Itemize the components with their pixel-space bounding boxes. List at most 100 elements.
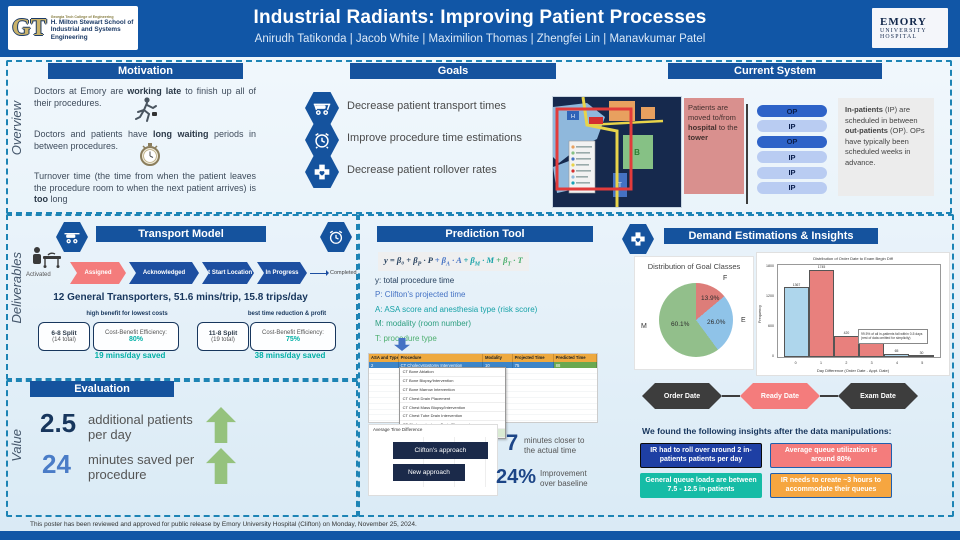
pie-slice-percentage: 26.0% (707, 319, 726, 326)
overview-side-label: Overview (9, 101, 24, 156)
split-option-box: 11-8 Split (19 total) (197, 322, 249, 351)
procedure-dropdown-option[interactable]: CT Bone Biopsy/Intervention (399, 377, 505, 386)
campus-map-image: B T H (552, 96, 682, 208)
spreadsheet-header-row: ASA and Type Procedure Modality Projecte… (369, 354, 597, 362)
flow-step-acknowledged: Acknowledged (129, 262, 199, 284)
pie-slice-percentage: 60.1% (671, 321, 690, 328)
formula-variable-definition: y: total procedure time (375, 276, 455, 285)
schedule-block: OP (757, 105, 827, 117)
insight-box: IR had to roll over around 2 in-patients… (640, 443, 762, 468)
formula-variable-definition: T: procedure type (375, 333, 437, 343)
schedule-block: IP (757, 181, 827, 194)
spreadsheet-selected-row[interactable]: 2 CT Cholecystostomy Intervention 10 75 … (369, 361, 597, 370)
pie-slice-label: E (741, 317, 746, 324)
histogram-x-ticks: 0 1 2 3 4 5 (777, 361, 941, 365)
footer-bar (0, 531, 960, 540)
schedule-block: IP (757, 120, 827, 133)
histogram-bars: 136717454202906530 (778, 265, 940, 357)
split-option-box: 6-8 Split (14 total) (38, 322, 90, 351)
pie-chart (659, 283, 733, 357)
histogram-y-tick: 1800 (766, 264, 774, 268)
formula-variable-legend: y: total procedure time P: Clifton's proj… (375, 276, 537, 348)
procedure-dropdown-option[interactable]: CT Chest Drain Placement (399, 394, 505, 404)
stopwatch-icon (139, 142, 161, 173)
gt-monogram-icon: GT (12, 15, 47, 41)
pie-chart-title: Distribution of Goal Classes (647, 262, 741, 271)
flow-arrow-icon (310, 269, 329, 276)
histogram-x-tick: 3 (870, 361, 873, 365)
stat-label: Improvement over baseline (540, 469, 588, 488)
poster-authors: Anirudh Tatikonda | Jacob White | Maximi… (254, 33, 706, 45)
schedule-block: IP (757, 166, 827, 179)
pie-slice-percentage: 13.9% (701, 295, 720, 302)
demand-estimations-section-title: Demand Estimations & Insights (664, 228, 878, 244)
value-side-label: Value (9, 429, 24, 462)
flow-connector (722, 395, 740, 397)
schedule-block: IP (757, 151, 827, 164)
svg-text:T: T (618, 183, 622, 189)
formula-variable-definition: P: Clifton's projected time (375, 290, 466, 300)
goal-item-label: Improve procedure time estimations (347, 132, 522, 144)
running-doctor-icon (133, 96, 159, 129)
gt-logo-text: Georgia Tech College of Engineering H. M… (50, 14, 134, 41)
formula-variable-definition: A: ASA score and anesthesia type (risk s… (375, 304, 538, 314)
value-region (6, 380, 358, 517)
map-note: Patients are moved to/from hospital to t… (684, 98, 744, 194)
insight-box: General queue loads are between 7.5 - 12… (640, 473, 762, 498)
flow-order-date: Order Date (642, 383, 722, 409)
motivation-paragraph: Turnover time (the time from when the pa… (34, 171, 256, 205)
average-time-difference-chart: Average Time Difference Clifton's approa… (368, 424, 498, 496)
pie-slice-label: M (641, 323, 647, 330)
transporter-with-stretcher-icon (30, 246, 64, 275)
evaluation-section-title: Evaluation (30, 381, 174, 397)
stat-value: 7 (506, 430, 519, 455)
flow-step-at-start-location: At Start Location (202, 262, 254, 284)
deliverables-right-region (358, 214, 954, 517)
histogram-bar: 1367 (784, 265, 809, 357)
histogram-annotation: 99.5% of all in-patients fall within 0-5… (858, 329, 928, 344)
histogram-y-tick: 1200 (766, 294, 774, 298)
divider (746, 104, 748, 204)
goal-item-label: Decrease patient transport times (347, 100, 506, 112)
histogram-x-tick: 4 (895, 361, 898, 365)
histogram-bar: 65 (884, 265, 909, 357)
current-system-section-title: Current System (668, 63, 882, 79)
insight-box: Average queue utilization is around 80% (770, 443, 892, 468)
flow-connector (820, 395, 838, 397)
flow-start-label: Activated (26, 272, 51, 278)
formula-part: + βA · A (432, 255, 462, 268)
deliverables-transport-region (6, 214, 358, 380)
procedure-dropdown-option[interactable]: CT Bone Marrow Intervention (399, 386, 505, 395)
prediction-tool-section-title: Prediction Tool (377, 226, 593, 242)
chart-plot-area: Clifton's approach New approach (393, 437, 491, 487)
metric-label: minutes saved per procedure (88, 452, 195, 482)
formula-part: y = β₀ + βP · P (384, 255, 433, 268)
histogram-y-tick: 600 (768, 324, 774, 328)
formula-variable-definition: M: modality (room number) (375, 319, 472, 329)
insights-intro: We found the following insights after th… (642, 426, 892, 436)
metric-value: 2.5 (40, 408, 77, 438)
procedure-dropdown-option[interactable]: CT Bone Ablation (399, 368, 505, 377)
schedule-column: OP IP OP IP IP IP (757, 105, 827, 197)
stat-value: 24% (496, 466, 537, 488)
deliverables-side-label: Deliverables (9, 252, 24, 324)
histogram-bar: 30 (909, 265, 934, 357)
svg-text:B: B (634, 148, 640, 157)
chart-title: Average Time Difference (373, 427, 423, 432)
procedure-dropdown-option[interactable]: CT Chest Tube Drain Intervention (399, 412, 505, 421)
histogram-plot-area: 136717454202906530 99.5% of all in-patie… (777, 264, 941, 358)
procedure-dropdown-option[interactable]: CT Chest Mass Biopsy/Intervention (399, 403, 505, 412)
flow-ready-date: Ready Date (740, 383, 820, 409)
histogram-bar: 420 (834, 265, 859, 357)
transport-flow: Assigned Acknowledged At Start Location … (70, 262, 329, 284)
histogram-x-tick: 5 (921, 361, 924, 365)
comparison-bar: New approach (393, 464, 465, 481)
scheduling-note: In-patients (IP) are scheduled in betwee… (838, 98, 934, 196)
option-note: high benefit for lowest costs (86, 311, 168, 317)
flow-exam-date: Exam Date (838, 383, 918, 409)
minutes-saved-label: 38 mins/day saved (254, 351, 326, 360)
goal-item-label: Decrease patient rollover rates (347, 164, 497, 176)
transport-model-section-title: Transport Model (96, 226, 266, 242)
histogram-bar: 1745 (809, 265, 834, 357)
